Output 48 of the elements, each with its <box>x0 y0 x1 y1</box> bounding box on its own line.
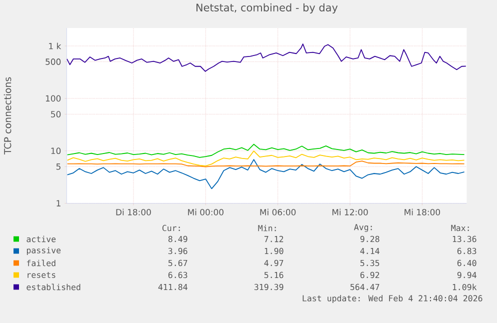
text: 13.36 <box>452 236 476 242</box>
y-axis-title: TCP connections <box>4 77 12 154</box>
x-tick-label: Mi 12:00 <box>332 208 368 216</box>
text: 564.47 <box>350 284 380 290</box>
text: 6.40 <box>457 260 476 266</box>
y-tick-label: 50 <box>51 110 61 118</box>
text: 1.90 <box>264 248 284 254</box>
text: 8.49 <box>168 236 188 242</box>
x-tick-label: Mi 18:00 <box>404 208 440 216</box>
x-tick-label: Mi 06:00 <box>260 208 296 216</box>
line-series <box>66 150 465 166</box>
text: 9.94 <box>457 272 476 278</box>
y-tick-label: 10 <box>51 148 61 154</box>
text: 5.35 <box>360 260 380 266</box>
y-tick-label: 1 <box>56 200 60 206</box>
text: 5.67 <box>168 260 188 266</box>
text: 6.92 <box>360 272 380 278</box>
legend-label: resets <box>28 272 56 278</box>
text: 3.96 <box>168 248 188 254</box>
line-series <box>66 144 465 158</box>
text: Cur: <box>162 224 180 232</box>
legend-label: established <box>26 284 80 290</box>
text: Last update: Wed Feb 4 21:40:04 2026 <box>302 295 482 303</box>
text: 1.09k <box>452 284 477 290</box>
text: 319.39 <box>254 284 284 290</box>
legend-label: failed <box>26 260 56 266</box>
y-tick-label: 1 k <box>49 42 62 50</box>
x-tick-label: Mi 00:00 <box>188 208 224 216</box>
text: 4.97 <box>264 260 284 266</box>
x-tick-label: Di 18:00 <box>116 208 151 216</box>
text: 9.28 <box>360 236 380 242</box>
text: 6.63 <box>168 272 188 278</box>
text: 4.14 <box>360 248 380 254</box>
text: 411.84 <box>158 284 188 290</box>
line-series <box>66 159 465 190</box>
chart-title: Netstat, combined - by day <box>196 3 338 14</box>
text: Avg: <box>354 224 372 232</box>
line-series <box>66 44 466 72</box>
legend-label: passive <box>26 247 61 255</box>
y-tick-label: 500 <box>46 58 61 65</box>
text: Max: <box>451 224 469 232</box>
y-tick-label: 100 <box>46 95 61 102</box>
text: 7.12 <box>264 236 284 242</box>
text: 6.83 <box>457 248 476 254</box>
text: 5.16 <box>264 272 284 278</box>
y-tick-label: 5 <box>56 163 60 170</box>
legend-label: active <box>26 236 56 242</box>
text: Min: <box>258 224 276 232</box>
